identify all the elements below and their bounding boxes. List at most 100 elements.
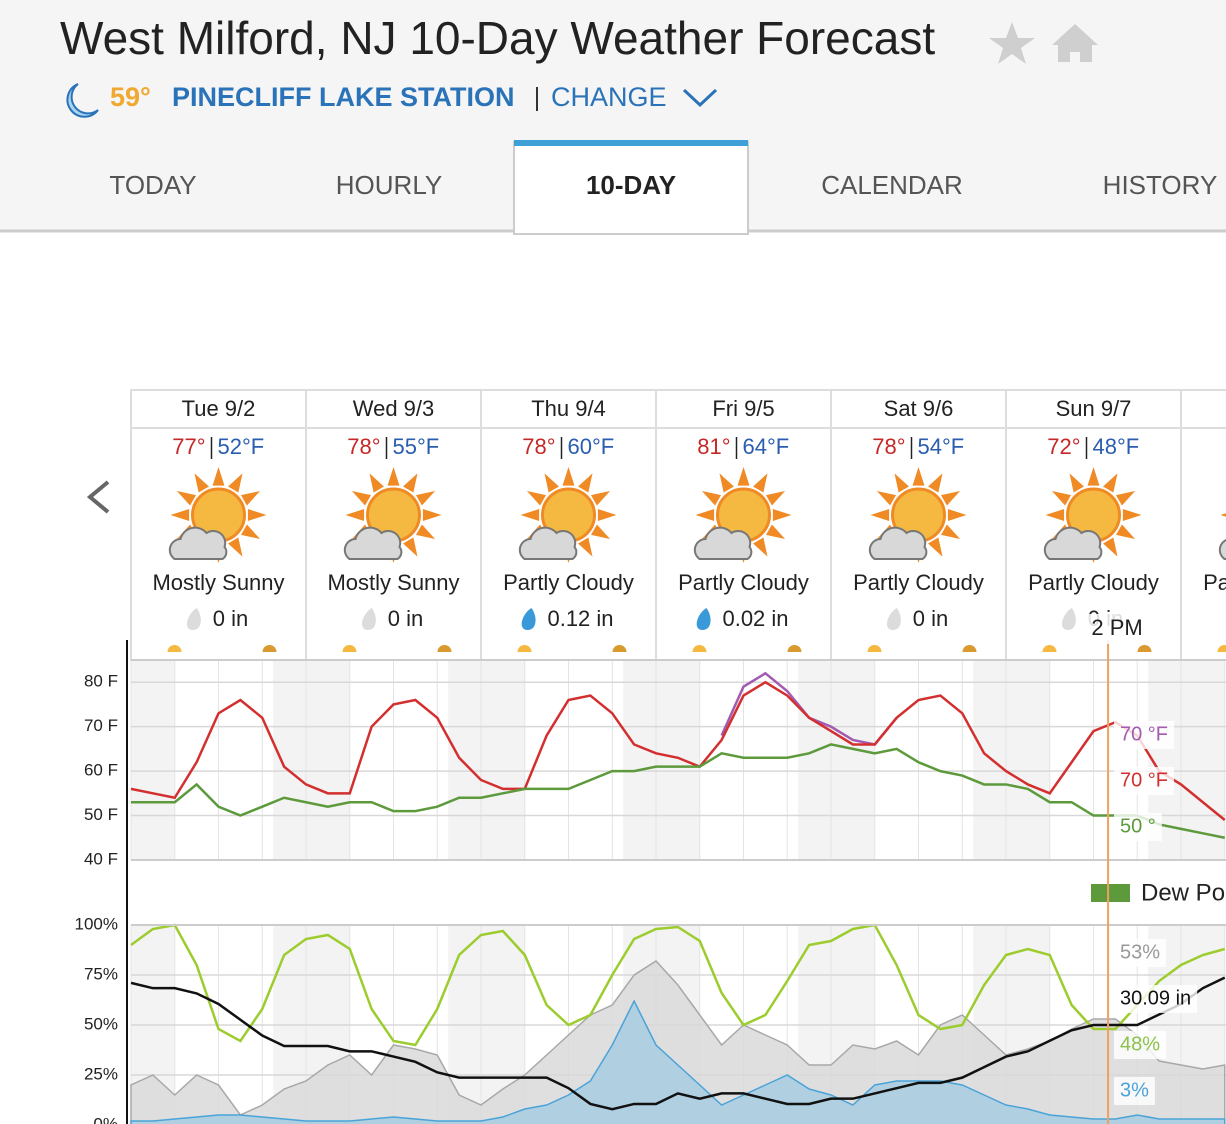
sun-ray bbox=[240, 491, 261, 506]
sun-ray bbox=[1051, 491, 1072, 506]
sunset-dot bbox=[262, 645, 277, 652]
precip-drop bbox=[696, 608, 711, 630]
y-tick-label: 40 F bbox=[84, 849, 118, 868]
sunset-dot bbox=[437, 645, 452, 652]
change-chevron[interactable] bbox=[682, 88, 718, 108]
sun-ray bbox=[387, 467, 400, 486]
sun-ray bbox=[1069, 473, 1084, 493]
hover-value: 70 °F bbox=[1120, 769, 1168, 791]
day-label: Wed 9/3 bbox=[353, 396, 435, 421]
sun-ray bbox=[1115, 491, 1136, 506]
home-icon[interactable] bbox=[1052, 24, 1098, 62]
weather-icon bbox=[1218, 513, 1226, 560]
legend-label: Dew Point bbox=[1141, 879, 1226, 906]
sunrise-dot bbox=[1042, 645, 1057, 652]
y-tick-label: 80 F bbox=[84, 672, 118, 691]
day-low: 64°F bbox=[743, 434, 790, 459]
favorite-star[interactable] bbox=[989, 22, 1035, 64]
sun-ray bbox=[1087, 467, 1100, 486]
night-band bbox=[623, 660, 700, 860]
precip-drop bbox=[186, 608, 201, 630]
day-high: 72° bbox=[1047, 434, 1080, 459]
sun-ray bbox=[753, 537, 768, 557]
sun-ray bbox=[228, 537, 243, 557]
precip: 0 in bbox=[388, 606, 423, 631]
tab[interactable]: HISTORY bbox=[1103, 170, 1218, 200]
precip-drop bbox=[521, 608, 536, 630]
weather-icon bbox=[693, 467, 792, 563]
sun-ray bbox=[597, 509, 617, 521]
tab[interactable]: TODAY bbox=[109, 170, 196, 200]
sunset-dot bbox=[1137, 645, 1152, 652]
weather-icon bbox=[343, 467, 442, 563]
sunset-dot bbox=[787, 645, 802, 652]
line bbox=[130, 923, 1226, 1047]
day-low: 54°F bbox=[918, 434, 965, 459]
precip-drop bbox=[361, 608, 376, 630]
y-tick-label: 60 F bbox=[84, 761, 118, 780]
hover-value-background bbox=[1114, 767, 1175, 795]
sun-ray bbox=[765, 491, 786, 506]
cloud bbox=[1218, 539, 1226, 560]
moon-icon bbox=[66, 83, 99, 118]
sun-ray bbox=[345, 509, 365, 521]
sun-ray bbox=[719, 473, 734, 493]
hover-value-background bbox=[1114, 721, 1175, 749]
sun-ray bbox=[422, 509, 442, 521]
line bbox=[130, 680, 1226, 821]
y-tick-label: 75% bbox=[84, 964, 118, 983]
day-label: Tue 9/2 bbox=[182, 396, 256, 421]
sunrise-dot bbox=[342, 645, 357, 652]
page-title: West Milford, NJ 10-Day Weather Forecast bbox=[60, 12, 935, 64]
y-tick-label: 50% bbox=[84, 1014, 118, 1033]
sunrise-dot bbox=[167, 645, 182, 652]
previous-arrow[interactable] bbox=[86, 480, 110, 514]
day-low: 52°F bbox=[218, 434, 265, 459]
day-high: 78° bbox=[522, 434, 555, 459]
y-tick-label: 100% bbox=[75, 914, 118, 933]
cursor-label-background bbox=[1082, 614, 1135, 644]
day-label: Fri 9/5 bbox=[712, 396, 774, 421]
hover-value: 53% bbox=[1120, 941, 1160, 963]
sunrise-dot bbox=[867, 645, 882, 652]
sun-ray bbox=[578, 537, 593, 557]
sun-ray bbox=[176, 491, 197, 506]
sun-ray bbox=[1103, 473, 1118, 493]
precip: 0 in bbox=[913, 606, 948, 631]
hover-value: 50 ° bbox=[1120, 815, 1156, 837]
day-high: 81° bbox=[697, 434, 730, 459]
sun-ray bbox=[701, 491, 722, 506]
sun-ray bbox=[403, 473, 418, 493]
sun-ray bbox=[351, 491, 372, 506]
sun-ray bbox=[772, 509, 792, 521]
sun-ray bbox=[526, 491, 547, 506]
line bbox=[130, 976, 1226, 1111]
condition: Mostly Sunny bbox=[327, 570, 459, 595]
legend-swatch bbox=[1091, 884, 1130, 902]
sun-ray bbox=[1122, 509, 1142, 521]
sun-ray bbox=[590, 491, 611, 506]
sun-ray bbox=[870, 509, 890, 521]
cursor-time: 2 PM bbox=[1091, 615, 1142, 640]
sun-ray bbox=[1220, 513, 1226, 517]
line bbox=[131, 743, 1225, 840]
tab[interactable]: 10-DAY bbox=[586, 170, 676, 200]
weather-icon bbox=[868, 467, 967, 563]
tab[interactable]: HOURLY bbox=[336, 170, 442, 200]
weather-icon bbox=[168, 467, 267, 563]
day-label: Sun 9/7 bbox=[1056, 396, 1132, 421]
change-link[interactable]: CHANGE bbox=[551, 82, 667, 112]
day-column bbox=[1180, 389, 1226, 661]
sun-ray bbox=[194, 473, 209, 493]
cloud bbox=[518, 526, 578, 560]
station-name[interactable]: PINECLIFF LAKE STATION bbox=[172, 82, 514, 112]
day-high: 78° bbox=[347, 434, 380, 459]
day-low: 60°F bbox=[568, 434, 615, 459]
cloud bbox=[1043, 526, 1103, 560]
sun-ray bbox=[1115, 524, 1136, 539]
y-tick-label: 70 F bbox=[84, 716, 118, 735]
tab[interactable]: CALENDAR bbox=[821, 170, 963, 200]
night-band bbox=[798, 660, 875, 860]
sun-ray bbox=[544, 473, 559, 493]
sun-ray bbox=[894, 473, 909, 493]
